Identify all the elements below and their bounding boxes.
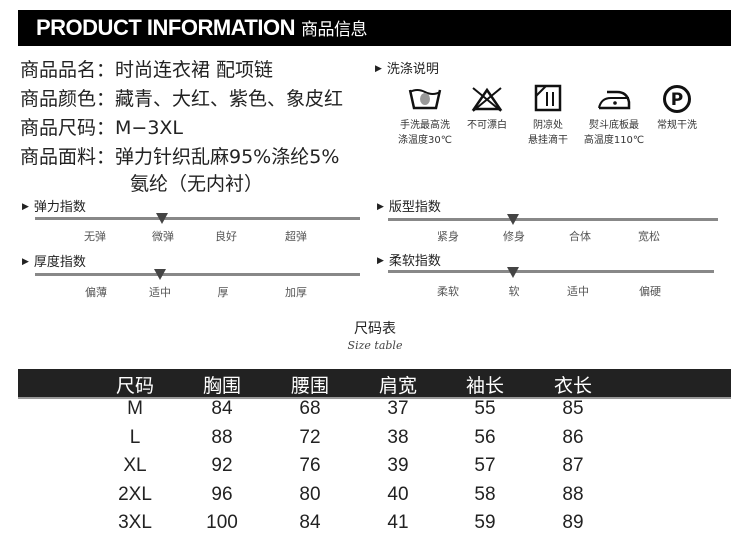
care-label: 熨斗底板最 高温度110℃ [583, 120, 645, 146]
table-cell: 40 [387, 483, 409, 505]
size-table-header: 尺码 胸围 腰围 肩宽 袖长 衣长 [18, 369, 731, 399]
care-title: ▶ 洗涤说明 [375, 62, 439, 77]
table-cell: 41 [387, 512, 409, 533]
elasticity-scale [35, 217, 360, 220]
scale-label: 柔软 [437, 285, 459, 298]
table-cell: 100 [206, 512, 238, 533]
column-header: 尺码 [115, 375, 155, 397]
info-size: 商品尺码：M−3XL [20, 117, 184, 139]
table-cell: 55 [474, 398, 496, 419]
column-header: 衣长 [553, 375, 593, 397]
scale-label: 微弹 [152, 230, 174, 243]
iron-icon [598, 90, 631, 110]
scale-label: 宽松 [638, 230, 660, 243]
fit-title: ▶ 版型指数 [377, 200, 441, 215]
softness-scale [388, 270, 714, 273]
table-cell: 84 [211, 398, 233, 419]
table-cell: 38 [387, 426, 409, 448]
table-cell: 88 [562, 483, 584, 505]
table-cell: 59 [474, 512, 496, 533]
info-fabric-cont: 氨纶（无内衬） [130, 173, 264, 195]
table-cell: 89 [562, 512, 584, 533]
care-label: 不可漂白 [467, 120, 507, 131]
thickness-marker [154, 269, 166, 280]
column-header: 腰围 [290, 375, 330, 397]
scale-label: 超弹 [285, 230, 307, 243]
table-cell: L [129, 426, 141, 448]
fit-scale [388, 218, 718, 221]
dry-clean-icon: P [663, 85, 691, 113]
fit-marker [507, 214, 519, 225]
column-header: 肩宽 [378, 375, 418, 397]
softness-title: ▶ 柔软指数 [377, 254, 441, 269]
table-cell: 72 [299, 426, 321, 448]
table-cell: 84 [299, 512, 321, 533]
table-cell: 58 [474, 483, 496, 505]
scale-label: 合体 [569, 230, 591, 243]
table-cell: 37 [387, 398, 409, 419]
care-label: 阴凉处 悬挂滴干 [528, 120, 568, 146]
table-cell: 68 [299, 398, 321, 419]
softness-marker [507, 267, 519, 278]
column-header: 袖长 [465, 375, 505, 397]
table-cell: 57 [474, 455, 496, 476]
scale-label: 偏薄 [85, 286, 107, 299]
header-title-en: PRODUCT INFORMATION [36, 15, 295, 40]
table-cell: 3XL [118, 512, 152, 533]
table-cell: 87 [562, 455, 584, 476]
header-bar: PRODUCT INFORMATION 商品信息 [18, 10, 731, 46]
scale-label: 加厚 [285, 286, 307, 299]
elasticity-title: ▶ 弹力指数 [22, 200, 86, 215]
table-cell: M [127, 398, 143, 419]
table-cell: 80 [299, 483, 321, 505]
scale-label: 无弹 [84, 230, 106, 243]
scale-label: 紧身 [437, 230, 459, 243]
table-cell: 2XL [118, 483, 152, 505]
info-name: 商品品名：时尚连衣裙 配项链 [20, 59, 274, 81]
care-label: 常规干洗 [657, 120, 697, 131]
table-cell: 92 [211, 455, 233, 476]
table-cell: 96 [211, 483, 233, 505]
scale-label: 修身 [503, 230, 525, 243]
thickness-title: ▶ 厚度指数 [22, 255, 86, 270]
scale-label: 适中 [149, 286, 171, 299]
line-dry-shade-icon [534, 84, 562, 112]
scale-label: 良好 [215, 230, 237, 243]
scale-label: 偏硬 [639, 285, 661, 298]
hand-wash-icon [408, 89, 442, 110]
header-title-cn: 商品信息 [300, 20, 368, 39]
table-cell: 39 [387, 455, 409, 476]
size-table-title: 尺码表 [354, 321, 396, 337]
table-cell: 88 [211, 426, 233, 448]
table-cell: 85 [562, 398, 584, 419]
elasticity-marker [156, 213, 168, 224]
svg-text:P: P [671, 90, 683, 110]
table-cell: 56 [474, 426, 496, 448]
scale-label: 厚 [217, 286, 229, 299]
table-cell: 86 [562, 426, 584, 448]
info-fabric: 商品面料：弹力针织乱麻95%涤纶5% [20, 146, 340, 168]
thickness-scale [35, 273, 360, 276]
no-bleach-icon [471, 87, 503, 112]
scale-label: 适中 [567, 285, 589, 298]
scale-label: 软 [508, 285, 520, 298]
column-header: 胸围 [202, 375, 242, 397]
table-cell: XL [123, 455, 147, 476]
care-label: 手洗最高洗 涤温度30℃ [398, 120, 452, 146]
table-cell: 76 [299, 455, 321, 476]
info-color: 商品颜色：藏青、大红、紫色、象皮红 [20, 88, 344, 110]
size-table-subtitle: Size table [347, 339, 403, 352]
